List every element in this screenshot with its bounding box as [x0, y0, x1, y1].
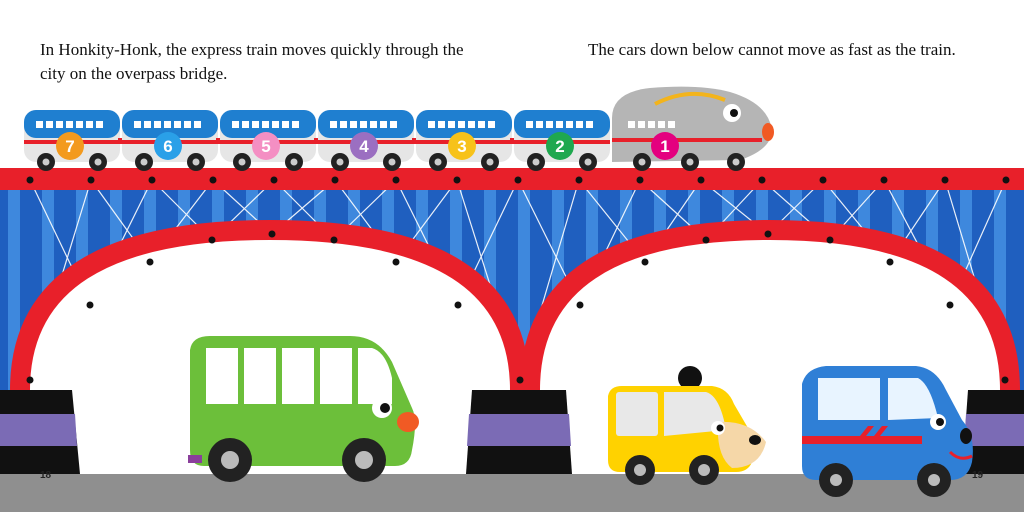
- train-car: 2: [514, 110, 610, 171]
- engine-nose: [762, 123, 774, 141]
- right-arch: [520, 219, 1020, 391]
- pier-right: [962, 390, 1024, 474]
- car-number-badge: [546, 132, 574, 160]
- car-ear: [678, 366, 702, 390]
- bus-wheel-rear: [208, 438, 252, 482]
- pier-left: [0, 390, 80, 474]
- yellow-car-wheel-rear: [625, 455, 655, 485]
- bus-nose: [397, 412, 419, 432]
- right-arch-opening: [530, 230, 1010, 390]
- bridge-rivets: [26, 176, 1010, 384]
- train-car: 5: [220, 110, 320, 171]
- car-number-badge: [56, 132, 84, 160]
- train-car-engine-number: 1: [628, 121, 745, 171]
- car-number-label: 1: [660, 137, 669, 156]
- blue-van: [802, 366, 973, 497]
- car-number-badge: [448, 132, 476, 160]
- train-car: 6: [122, 110, 222, 171]
- bridge: [0, 168, 1024, 391]
- pier-middle: [466, 390, 572, 474]
- yellow-car-wheel-front: [689, 455, 719, 485]
- car-number-badge: [350, 132, 378, 160]
- van-wheel-rear: [819, 463, 853, 497]
- express-train: 7 6 5 4 3 2 1: [24, 86, 774, 171]
- left-arch-opening: [20, 230, 520, 390]
- train-car: 7: [24, 110, 124, 171]
- car-number-label: 6: [163, 137, 172, 156]
- story-text-left: In Honkity-Honk, the express train moves…: [40, 40, 464, 83]
- road: [0, 474, 1024, 512]
- story-text-right: The cars down below cannot move as fast …: [588, 40, 956, 59]
- car-muzzle: [717, 421, 766, 468]
- train-car: 3: [416, 110, 516, 171]
- left-arch: [10, 219, 530, 391]
- bus-windows: [206, 348, 392, 404]
- green-bus: [188, 336, 419, 482]
- car-number-label: 2: [555, 137, 564, 156]
- car-number-label: 5: [261, 137, 270, 156]
- train-engine: [612, 86, 774, 162]
- bridge-deck: [0, 168, 1024, 190]
- car-number-label: 7: [65, 137, 74, 156]
- car-number-badge: [651, 132, 679, 160]
- car-number-badge: [154, 132, 182, 160]
- page-number-right: 19: [972, 470, 984, 481]
- page-number-left: 18: [40, 470, 52, 481]
- car-number-label: 3: [457, 137, 466, 156]
- car-number-badge: [252, 132, 280, 160]
- van-wheel-front: [917, 463, 951, 497]
- train-car: 4: [318, 110, 418, 171]
- yellow-car: [608, 366, 766, 485]
- car-number-label: 4: [359, 137, 369, 156]
- bus-wheel-front: [342, 438, 386, 482]
